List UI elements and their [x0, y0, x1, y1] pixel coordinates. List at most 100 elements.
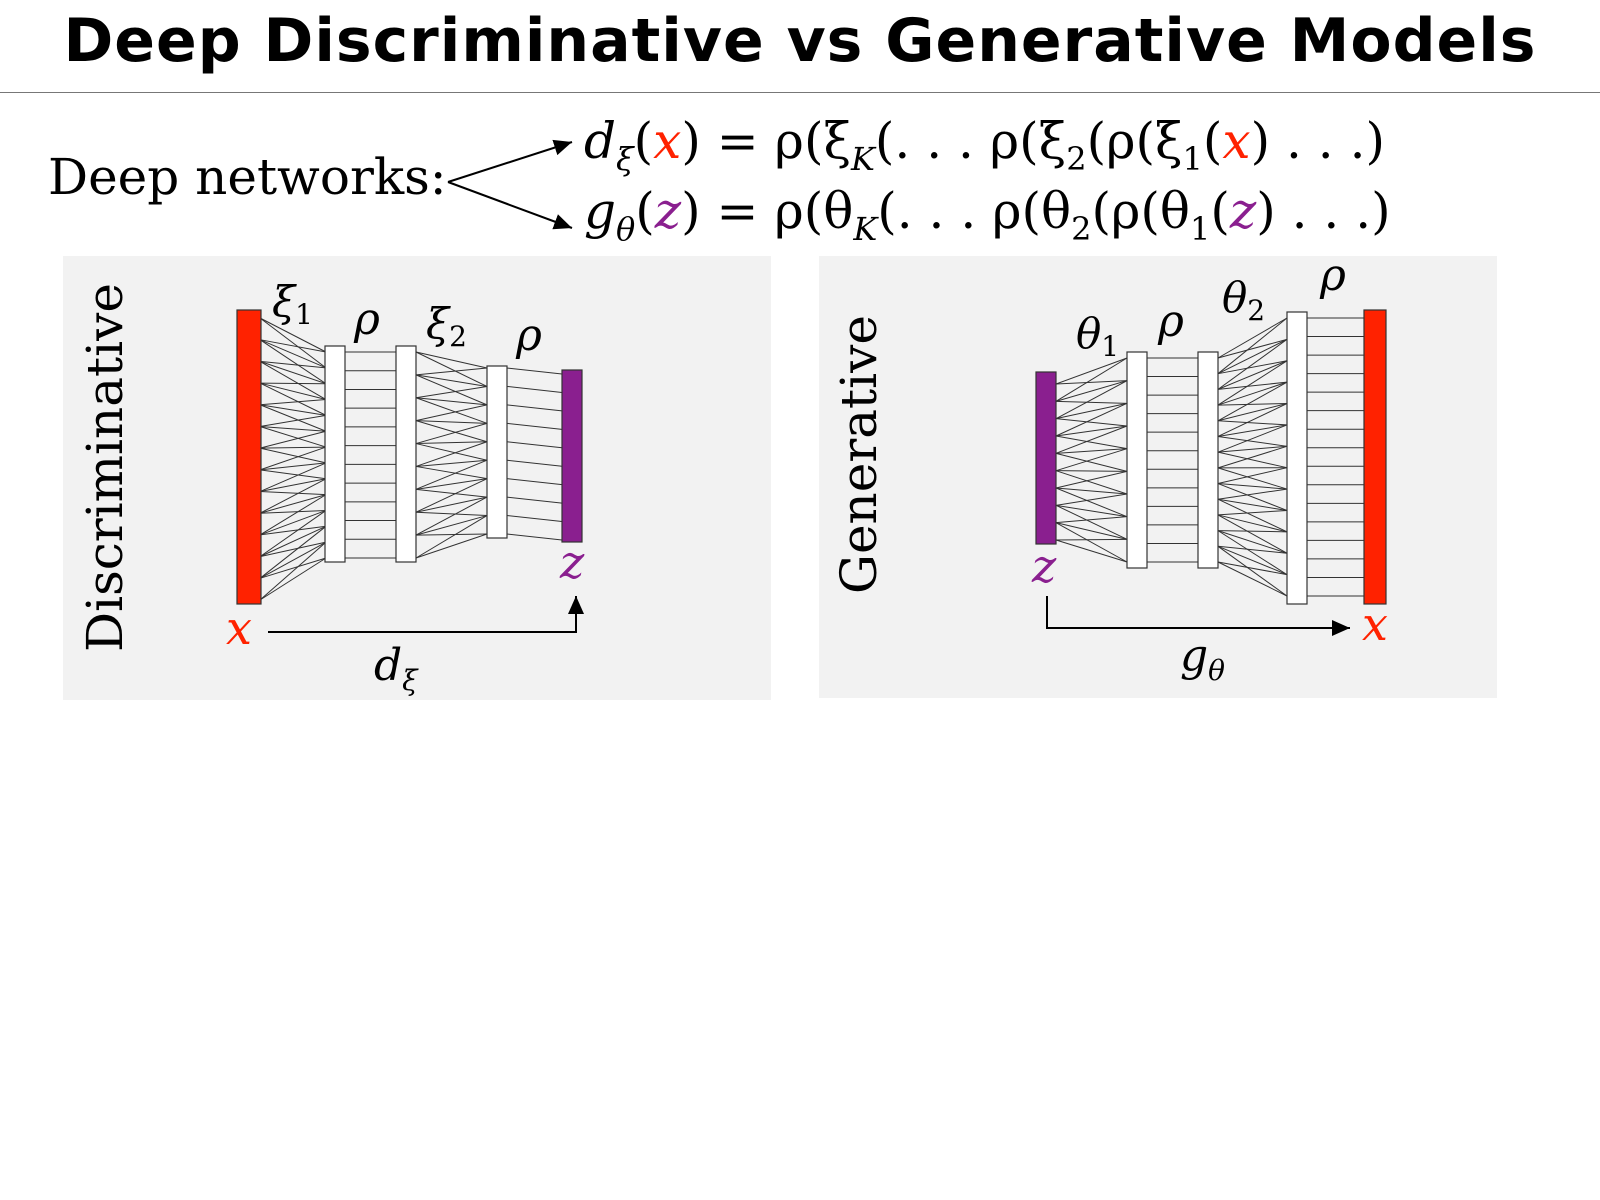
gen-connection [1217, 545, 1288, 597]
disc-connection [259, 525, 327, 536]
gen-connection [1217, 435, 1288, 447]
disc-connection [259, 462, 327, 492]
gen-connection [1217, 317, 1288, 359]
gen-connection [1055, 435, 1128, 450]
gen-connection [1055, 470, 1128, 472]
gen-connection [1217, 403, 1288, 422]
disc-connection [415, 459, 488, 490]
disc-connection [259, 382, 327, 416]
gen-connection [1217, 403, 1288, 437]
disc-connection [259, 557, 327, 601]
disc-connection [415, 488, 488, 498]
disc-connection [259, 478, 327, 514]
disc-output-z-label: z [559, 535, 585, 589]
gen-connection [1217, 483, 1288, 490]
gen-connection [1055, 425, 1128, 437]
gen-connection [1055, 470, 1128, 489]
disc-connection [259, 446, 327, 449]
gen-connection [1217, 509, 1288, 516]
disc-mapping-label: dξ [374, 640, 419, 697]
disc-connection [415, 515, 488, 536]
disc-connection [259, 317, 327, 369]
disc-connection [415, 351, 488, 369]
disc-connection [259, 382, 327, 401]
disc-connection [259, 430, 327, 449]
gen-connection [1055, 538, 1128, 541]
disc-connection [415, 459, 488, 467]
gen-connection [1217, 445, 1288, 469]
gen-connection [1217, 545, 1288, 554]
gen-connection [1055, 487, 1128, 518]
equation-discriminative: dξ(x) = ρ(ξK(. . . ρ(ξ2(ρ(ξ1(x) . . .) [584, 112, 1385, 178]
gen-mapping-label: gθ [1180, 630, 1225, 687]
disc-connection [415, 496, 488, 536]
disc-connection [506, 496, 563, 504]
disc-connection [415, 478, 488, 513]
gen-connection [1217, 424, 1288, 437]
gen-connection [1217, 403, 1288, 406]
disc-connection [259, 509, 327, 514]
gen-connection [1055, 448, 1128, 454]
gen-input-layer [1035, 371, 1057, 545]
disc-connection [415, 515, 488, 559]
gen-connection [1217, 467, 1288, 490]
gen-mapping-arrow [1046, 596, 1350, 636]
arrow-to-gen-eq [447, 181, 573, 230]
gen-connection [1217, 514, 1288, 554]
disc-connection [506, 515, 563, 523]
disc-connection [259, 447, 327, 464]
gen-connection [1217, 360, 1288, 375]
gen-connection [1217, 424, 1288, 453]
disc-activation1-label: ρ [353, 294, 380, 345]
gen-connection [1217, 420, 1288, 426]
disc-connection [415, 385, 488, 399]
gen-connection [1217, 488, 1288, 500]
disc-connection [415, 465, 488, 480]
slide-title: Deep Discriminative vs Generative Models [63, 6, 1537, 76]
gen-connection [1217, 451, 1288, 469]
gen-connection [1217, 561, 1288, 597]
disc-connection [259, 360, 327, 385]
title-rule [0, 92, 1600, 93]
gen-connection [1217, 530, 1288, 554]
gen-activation1-label: ρ [1157, 296, 1184, 347]
disc-hidden-layer-3 [486, 365, 508, 539]
disc-connection [259, 491, 327, 496]
disc-connection [415, 397, 488, 424]
disc-connection [415, 441, 488, 445]
gen-connection [1055, 400, 1128, 404]
disc-hidden-layer-2 [395, 345, 417, 563]
disc-connection [415, 443, 488, 461]
gen-connection [1055, 425, 1128, 454]
disc-connection [259, 382, 327, 385]
disc-connection [415, 422, 488, 445]
disc-connection [259, 541, 327, 601]
disc-connection [259, 478, 327, 493]
disc-connection [259, 509, 327, 536]
gen-connection [1217, 445, 1288, 453]
discriminative-panel: Discriminative ξ1 ρ ξ2 ρ x z dξ [63, 256, 771, 700]
gen-hidden-layer-2 [1197, 351, 1219, 569]
gen-connection [1217, 530, 1288, 533]
gen-output-layer [1363, 309, 1387, 605]
gen-weight2-label: θ2 [1222, 273, 1265, 327]
gen-connection [1055, 402, 1128, 420]
gen-connection [1055, 522, 1128, 540]
gen-connection [1217, 498, 1288, 533]
gen-connection [1217, 514, 1288, 533]
gen-connection [1055, 504, 1128, 540]
disc-connection [259, 339, 327, 385]
disc-connection [415, 511, 488, 517]
disc-connection [259, 525, 327, 558]
disc-connection [415, 420, 488, 443]
disc-connection [259, 525, 327, 579]
gen-connection [1217, 338, 1288, 375]
gen-connection [1217, 381, 1288, 422]
disc-input-x-label: x [226, 601, 252, 655]
disc-connection [259, 414, 327, 427]
gen-connection [1055, 380, 1128, 420]
gen-connection [1055, 357, 1128, 385]
disc-connection [506, 441, 563, 449]
disc-connection [259, 404, 327, 416]
